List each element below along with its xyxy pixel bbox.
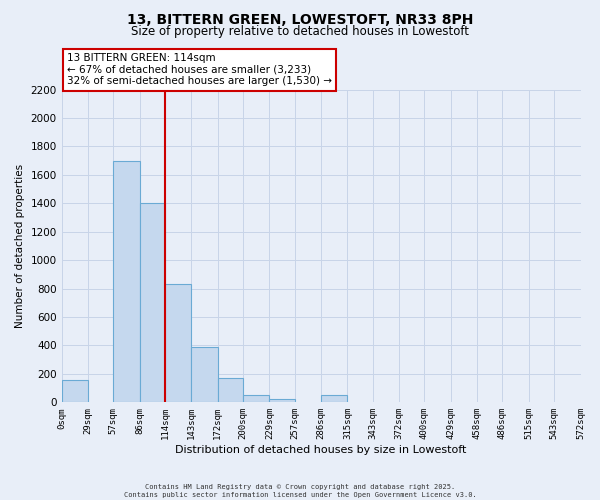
Bar [165, 284, 191, 403]
X-axis label: Distribution of detached houses by size in Lowestoft: Distribution of detached houses by size … [175, 445, 467, 455]
Text: Size of property relative to detached houses in Lowestoft: Size of property relative to detached ho… [131, 25, 469, 38]
Text: 13 BITTERN GREEN: 114sqm
← 67% of detached houses are smaller (3,233)
32% of sem: 13 BITTERN GREEN: 114sqm ← 67% of detach… [67, 53, 332, 86]
Bar [321, 395, 347, 402]
Bar [62, 380, 88, 402]
Bar [269, 400, 295, 402]
Y-axis label: Number of detached properties: Number of detached properties [15, 164, 25, 328]
Bar [113, 160, 140, 402]
Bar [191, 347, 218, 403]
Bar [140, 204, 165, 402]
Bar [218, 378, 243, 402]
Text: 13, BITTERN GREEN, LOWESTOFT, NR33 8PH: 13, BITTERN GREEN, LOWESTOFT, NR33 8PH [127, 12, 473, 26]
Text: Contains HM Land Registry data © Crown copyright and database right 2025.
Contai: Contains HM Land Registry data © Crown c… [124, 484, 476, 498]
Bar [243, 394, 269, 402]
